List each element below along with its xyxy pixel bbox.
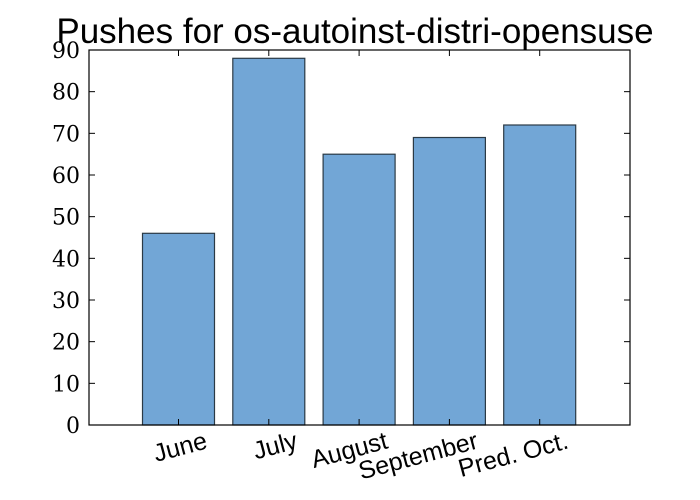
x-tick-label: June: [150, 427, 210, 468]
bar-september: [412, 136, 486, 426]
y-tick-label: 0: [66, 414, 80, 439]
y-tick-label: 80: [52, 81, 80, 106]
y-tick-label: 30: [52, 289, 80, 314]
y-tick-label: 10: [52, 372, 80, 397]
y-tick-label: 20: [52, 331, 80, 356]
y-axis: 0 10 20 30 40 50 60 70 80 90: [52, 39, 630, 439]
y-tick-label: 40: [52, 247, 80, 272]
y-tick-label: 90: [52, 39, 80, 64]
bars-layer: [141, 57, 577, 426]
y-tick-label: 60: [52, 164, 80, 189]
chart-title: Pushes for os-autoinst-distri-opensuse: [56, 12, 653, 51]
bar-august: [322, 153, 396, 426]
y-tick-label: 50: [52, 206, 80, 231]
x-tick-label: July: [250, 427, 301, 466]
y-tick-label: 70: [52, 122, 80, 147]
bar-july: [232, 57, 306, 426]
bar-pred-oct: [503, 124, 577, 426]
bar-june: [141, 232, 216, 426]
